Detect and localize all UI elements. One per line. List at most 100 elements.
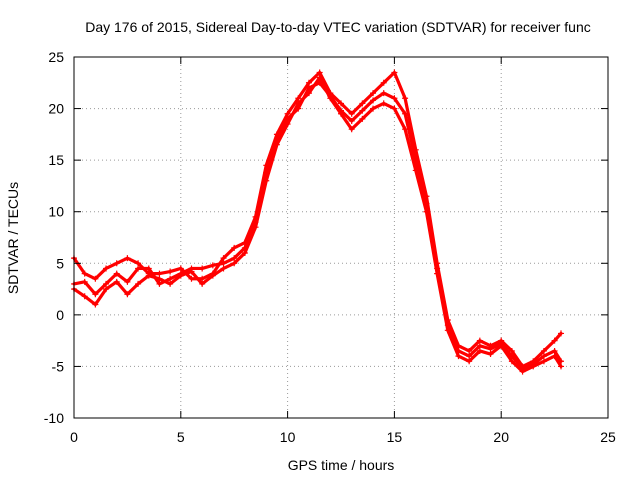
data-point-marker [103,265,110,272]
plot-frame [73,56,609,419]
data-point-marker [402,110,409,117]
data-point-marker [551,347,558,354]
data-point-marker [135,280,142,287]
data-point-marker [209,262,216,269]
data-point-marker [241,244,248,251]
data-point-marker [92,275,99,282]
data-point-marker [316,79,323,86]
data-point-marker [380,79,387,86]
series-track-3 [71,79,565,372]
data-point-marker [92,301,99,308]
data-series [71,69,565,375]
data-point-marker [551,337,558,344]
data-point-marker [338,107,344,114]
data-point-marker [145,265,152,272]
data-point-marker [199,280,206,287]
data-point-marker [124,278,131,285]
axis-ticks [73,56,609,419]
data-point-marker [359,107,366,114]
data-point-marker [113,278,120,285]
data-point-marker [391,105,398,112]
series-track-2 [71,69,565,370]
data-point-marker [402,95,409,102]
y-tick-label: 5 [56,255,64,271]
data-point-marker [508,347,515,354]
data-point-marker [167,268,174,275]
y-tick-label: 20 [48,101,64,117]
data-point-marker [295,95,302,102]
data-point-marker [188,275,195,282]
data-point-marker [370,105,377,112]
data-point-marker [220,260,227,267]
data-point-marker [530,361,537,368]
data-point-marker [231,260,238,267]
data-point-marker [81,278,88,285]
data-point-marker [316,69,323,76]
x-tick-label: 0 [70,429,78,445]
data-point-marker [508,353,515,360]
data-point-marker [156,280,163,287]
y-tick-labels: -10 -5 0 5 10 15 20 25 [44,49,64,426]
data-point-marker [113,260,120,267]
data-point-marker [177,265,184,272]
data-point-marker [103,286,110,293]
y-tick-label: 15 [48,152,64,168]
data-point-marker [124,255,131,262]
data-point-marker [466,353,473,360]
data-point-marker [81,270,88,277]
chart-title: Day 176 of 2015, Sidereal Day-to-day VTE… [85,19,591,35]
data-point-marker [466,358,473,365]
data-point-marker [295,105,302,112]
data-point-marker [231,255,238,262]
data-point-marker [476,347,483,354]
data-point-marker [199,265,206,272]
data-point-marker [113,270,120,277]
data-point-marker [519,365,526,372]
data-point-marker [487,351,494,358]
data-point-marker [103,280,110,287]
data-point-marker [156,270,163,277]
data-point-marker [540,353,547,360]
y-tick-label: -5 [52,358,65,374]
data-point-marker [423,200,430,207]
x-tick-label: 10 [280,429,296,445]
data-point-marker [327,93,334,100]
data-point-marker [540,358,547,365]
data-point-marker [391,69,398,76]
data-point-marker [380,100,387,107]
data-point-marker [476,342,483,349]
y-tick-label: -10 [44,410,64,426]
x-tick-labels: 0 5 10 15 20 25 [70,429,616,445]
data-point-marker [167,280,174,287]
y-tick-label: 25 [48,49,64,65]
data-point-marker [167,275,174,282]
x-tick-label: 25 [600,429,616,445]
data-point-marker [124,291,131,298]
data-point-marker [177,270,184,277]
data-point-marker [81,293,88,300]
data-point-marker [455,347,462,354]
data-point-marker [135,265,142,272]
data-point-marker [199,275,206,282]
y-axis-label: SDTVAR / TECUs [5,182,21,294]
data-point-marker [466,347,473,354]
data-point-marker [434,265,441,272]
data-point-marker [263,169,270,176]
x-tick-label: 15 [387,429,403,445]
data-point-marker [305,84,312,91]
y-tick-label: 10 [48,204,64,220]
data-point-marker [498,340,505,347]
data-point-marker [348,117,355,124]
data-point-marker [305,79,312,86]
data-point-marker [220,265,227,272]
y-tick-label: 0 [56,307,64,323]
data-point-marker [444,322,451,329]
data-point-marker [359,100,366,107]
data-point-marker [348,110,355,117]
data-point-marker [284,110,291,117]
grid-lines [74,57,608,418]
data-point-marker [348,126,355,133]
data-point-marker [220,255,227,262]
data-point-marker [370,90,377,97]
